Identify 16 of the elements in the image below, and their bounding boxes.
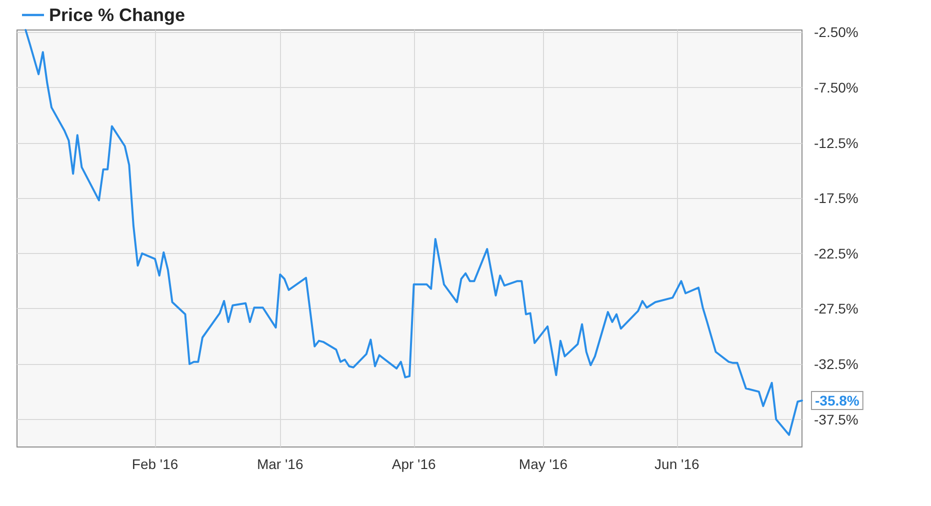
y-tick-label: -12.5% bbox=[814, 134, 858, 151]
y-tick-label: -22.5% bbox=[814, 245, 858, 262]
y-tick-label: -37.5% bbox=[814, 411, 858, 428]
y-tick-label: -2.50% bbox=[814, 24, 858, 40]
x-tick-label: May '16 bbox=[518, 456, 568, 472]
y-tick-label: -17.5% bbox=[814, 190, 858, 206]
y-tick-label: -7.50% bbox=[814, 80, 858, 96]
legend-label: Price % Change bbox=[49, 5, 186, 25]
x-tick-label: Feb '16 bbox=[132, 456, 178, 472]
annotation: -35.8% bbox=[815, 392, 860, 409]
y-tick-label: -32.5% bbox=[814, 356, 858, 372]
x-tick-label: Apr '16 bbox=[392, 456, 436, 472]
y-tick-label: -27.5% bbox=[814, 300, 858, 317]
x-tick-label: Jun '16 bbox=[654, 456, 700, 472]
line-series bbox=[24, 29, 803, 436]
x-tick-label: Mar '16 bbox=[256, 456, 304, 472]
